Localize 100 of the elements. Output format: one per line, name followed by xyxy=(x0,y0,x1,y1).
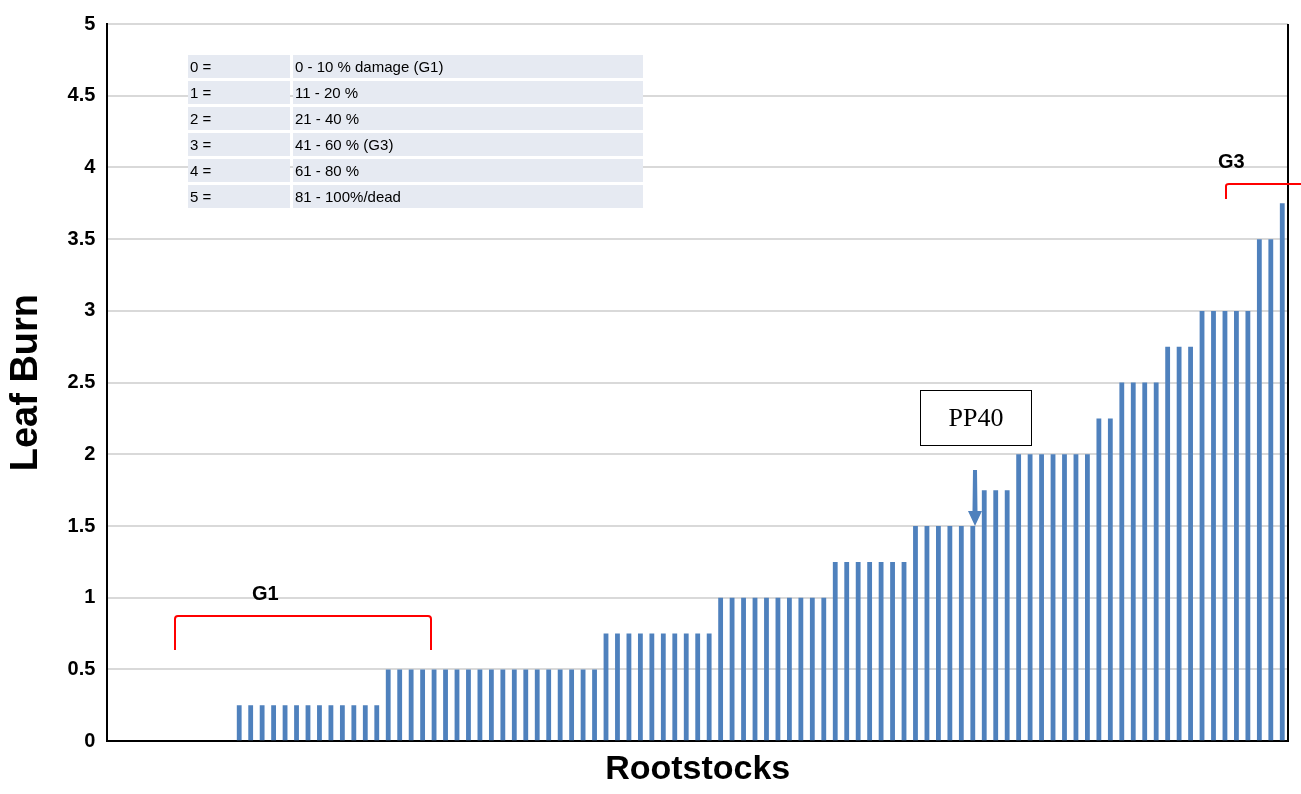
bar xyxy=(832,561,838,741)
bar xyxy=(1107,418,1113,741)
y-tick-label: 0.5 xyxy=(67,657,96,679)
bar xyxy=(557,669,563,741)
bar xyxy=(259,705,265,741)
bar xyxy=(821,597,827,741)
y-tick-label: 4.5 xyxy=(67,83,96,106)
annotation: G3 xyxy=(1218,150,1245,173)
annotation: 41 - 60 % (G3) xyxy=(293,133,643,156)
y-tick-label: 4 xyxy=(84,154,97,177)
bar xyxy=(637,633,643,741)
y-tick-label: 2.5 xyxy=(67,370,96,393)
y-tick-label: 3 xyxy=(84,298,96,321)
annotation: 0 - 10 % damage (G1) xyxy=(293,55,643,78)
bar xyxy=(397,669,403,741)
bar xyxy=(408,669,414,741)
bar xyxy=(466,669,471,741)
bar xyxy=(683,633,689,741)
annotation: 61 - 80 % xyxy=(293,159,643,182)
annotation: 3 = xyxy=(188,133,290,156)
y-tick-label: 0 xyxy=(84,728,96,751)
bar xyxy=(500,669,506,741)
bar xyxy=(1211,310,1216,741)
annotation: G1 xyxy=(252,582,279,605)
annotation: 2 = xyxy=(188,107,290,130)
bar xyxy=(1245,310,1251,741)
bar xyxy=(947,526,953,741)
bar xyxy=(1268,239,1274,741)
bar xyxy=(1062,454,1067,741)
bar xyxy=(855,561,861,741)
bar xyxy=(649,633,655,741)
y-tick-label: 2 xyxy=(84,441,96,464)
bar xyxy=(362,705,368,741)
bar xyxy=(718,597,724,741)
bar xyxy=(1153,382,1159,741)
bar xyxy=(317,705,322,741)
bar xyxy=(993,490,999,741)
bar xyxy=(569,669,575,741)
bar xyxy=(374,705,380,741)
annotation: PP40 xyxy=(920,390,1032,446)
x-axis-title: Rootstocks xyxy=(605,747,791,786)
bar xyxy=(695,633,701,741)
bar xyxy=(672,633,678,741)
bar xyxy=(1165,346,1171,741)
bar xyxy=(236,705,242,741)
bar xyxy=(1027,454,1033,741)
bar xyxy=(385,669,391,741)
bar xyxy=(741,597,746,741)
bar xyxy=(890,561,895,741)
y-tick-label: 5 xyxy=(84,11,96,34)
y-axis-title: Leaf Burn xyxy=(3,293,46,472)
bar xyxy=(592,669,597,741)
bar xyxy=(511,669,517,741)
bar xyxy=(488,669,494,741)
bar xyxy=(844,561,850,741)
annotation: 81 - 100%/dead xyxy=(293,185,643,208)
bar xyxy=(981,490,987,741)
bar xyxy=(523,669,529,741)
y-tick-label: 3.5 xyxy=(67,226,96,249)
bar xyxy=(1188,346,1193,741)
annotation: 0 = xyxy=(188,55,290,78)
bar xyxy=(1039,454,1044,741)
bar xyxy=(351,705,357,741)
bar xyxy=(1176,346,1182,741)
bar xyxy=(1096,418,1102,741)
bar xyxy=(867,561,873,741)
bar xyxy=(1119,382,1125,741)
bar xyxy=(443,669,448,741)
bar xyxy=(1256,239,1262,741)
annotation: 21 - 40 % xyxy=(293,107,643,130)
bar xyxy=(1234,310,1239,741)
bar xyxy=(546,669,552,741)
bar xyxy=(913,526,918,741)
bar xyxy=(706,633,712,741)
bar xyxy=(534,669,540,741)
annotation: 1 = xyxy=(188,81,290,104)
bar xyxy=(936,526,941,741)
bar xyxy=(958,526,964,741)
bar xyxy=(420,669,426,741)
bar xyxy=(271,705,277,741)
bar xyxy=(615,633,620,741)
bar xyxy=(1279,203,1285,741)
bar xyxy=(809,597,815,741)
bar xyxy=(294,705,299,741)
bar xyxy=(248,705,254,741)
y-tick-label: 1.5 xyxy=(67,513,96,536)
annotation: 4 = xyxy=(188,159,290,182)
bar xyxy=(878,561,884,741)
bar xyxy=(786,597,792,741)
annotation: 5 = xyxy=(188,185,290,208)
bar xyxy=(1016,454,1022,741)
bar xyxy=(1142,382,1148,741)
bar xyxy=(798,597,804,741)
bar xyxy=(1130,382,1136,741)
bar xyxy=(660,633,666,741)
annotation: 11 - 20 % xyxy=(293,81,643,104)
y-tick-label: 1 xyxy=(84,585,96,608)
bar xyxy=(1004,490,1010,741)
bar xyxy=(764,597,769,741)
bar xyxy=(339,705,345,741)
